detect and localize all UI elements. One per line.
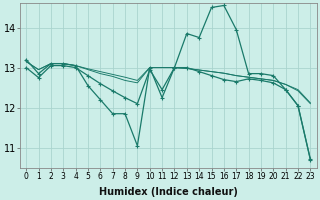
X-axis label: Humidex (Indice chaleur): Humidex (Indice chaleur) xyxy=(99,187,238,197)
